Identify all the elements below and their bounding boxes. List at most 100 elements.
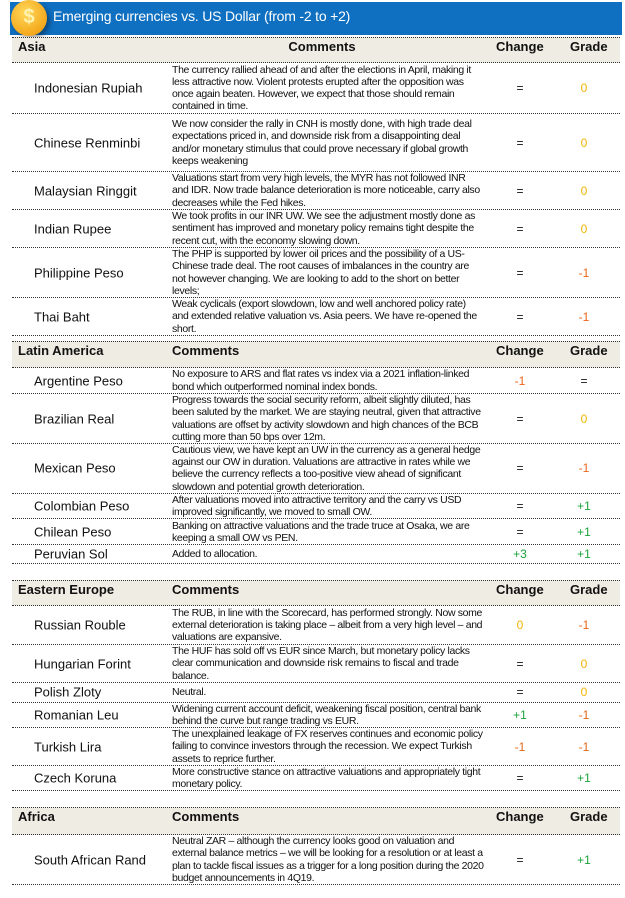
grade-value: +1 bbox=[577, 524, 591, 539]
table-row: Malaysian Ringgit Valuations start from v… bbox=[12, 172, 620, 210]
section-header: Africa Comments Change Grade bbox=[12, 807, 620, 836]
currency-name: Colombian Peso bbox=[34, 498, 130, 514]
region-label: Latin America bbox=[18, 343, 104, 358]
comments-header: Comments bbox=[172, 809, 240, 825]
section-asia: Asia Comments Change Grade Indonesian Rupiah… bbox=[12, 37, 620, 336]
comments-header: Comments bbox=[172, 343, 240, 358]
grade-value: -1 bbox=[578, 618, 590, 633]
table-row: Colombian Peso After valuations moved int… bbox=[12, 493, 620, 520]
grade-header: Grade bbox=[570, 39, 608, 54]
table-row: Thai Baht Weak cyclicals (export slowdown… bbox=[12, 298, 620, 336]
change-header: Change bbox=[496, 582, 544, 598]
grade-value: 0 bbox=[580, 183, 588, 198]
table-row: Russian Rouble The RUB, in line with the … bbox=[12, 606, 620, 646]
grade-value: +1 bbox=[577, 499, 591, 514]
change-value: 0 bbox=[516, 618, 524, 633]
change-header: Change bbox=[496, 39, 544, 54]
currency-name: Argentine Peso bbox=[34, 373, 123, 388]
comment-text: No exposure to ARS and flat rates vs ind… bbox=[172, 368, 470, 393]
grade-value: 0 bbox=[580, 81, 588, 95]
section-latin-america: Latin America Comments Change Grade Argentin… bbox=[12, 341, 620, 565]
change-value: = bbox=[516, 771, 524, 786]
comment-text: The PHP is supported by lower oil prices… bbox=[172, 248, 470, 297]
comment-text: Added to allocation. bbox=[172, 548, 258, 561]
change-value: = bbox=[516, 183, 524, 198]
section-header: Latin America Comments Change Grade bbox=[12, 341, 620, 368]
currency-name: Chilean Peso bbox=[34, 524, 112, 540]
currency-name: Russian Rouble bbox=[34, 617, 126, 633]
change-value: -1 bbox=[514, 739, 526, 754]
currency-table: Asia Comments Change Grade Indonesian Rupiah… bbox=[12, 37, 620, 886]
table-row: Chinese Renminbi We now consider the rall… bbox=[12, 114, 620, 172]
comment-text: Banking on attractive valuations and the… bbox=[172, 519, 470, 544]
comment-text: Neutral. bbox=[172, 686, 206, 699]
table-row: Brazilian Real Progress towards the socia… bbox=[12, 394, 620, 444]
change-value: = bbox=[516, 852, 524, 867]
comment-text: Cautious view, we have kept an UW in the… bbox=[172, 444, 481, 493]
comment-text: The HUF has sold off vs EUR since March,… bbox=[172, 645, 470, 682]
comment-text: Valuations start from very high levels, … bbox=[172, 172, 480, 209]
currency-name: Indonesian Rupiah bbox=[34, 80, 143, 96]
grade-header: Grade bbox=[570, 809, 608, 825]
currency-name: Czech Koruna bbox=[34, 770, 117, 786]
table-row: Argentine Peso No exposure to ARS and fla… bbox=[12, 368, 620, 394]
change-value: +3 bbox=[513, 547, 527, 562]
table-row: South African Rand Neutral ZAR – although… bbox=[12, 835, 620, 886]
change-value: = bbox=[516, 309, 524, 324]
grade-value: 0 bbox=[580, 221, 588, 236]
change-value: = bbox=[516, 656, 524, 671]
title-banner: Emerging currencies vs. US Dollar (from … bbox=[10, 2, 622, 35]
grade-value: -1 bbox=[578, 739, 590, 754]
grade-value: -1 bbox=[578, 309, 590, 324]
currency-name: Brazilian Real bbox=[34, 411, 115, 426]
comments-header: Comments bbox=[288, 39, 356, 54]
change-value: -1 bbox=[514, 373, 526, 388]
currency-name: Malaysian Ringgit bbox=[34, 183, 137, 198]
grade-value: -1 bbox=[578, 461, 590, 476]
comment-text: Progress towards the social security ref… bbox=[172, 394, 481, 443]
change-value: +1 bbox=[513, 708, 527, 723]
table-row: Indian Rupee We took profits in our INR U… bbox=[12, 210, 620, 248]
grade-header: Grade bbox=[570, 582, 608, 598]
currency-name: Turkish Lira bbox=[34, 739, 102, 755]
comment-text: After valuations moved into attractive t… bbox=[172, 493, 462, 519]
comments-header: Comments bbox=[172, 582, 240, 598]
section-header: Eastern Europe Comments Change Grade bbox=[12, 580, 620, 607]
table-row: Mexican Peso Cautious view, we have kept … bbox=[12, 444, 620, 494]
table-row: Chilean Peso Banking on attractive valuat… bbox=[12, 519, 620, 546]
currency-name: Hungarian Forint bbox=[34, 656, 131, 672]
comment-text: The unexplained leakage of FX reserves c… bbox=[172, 728, 483, 765]
grade-value: -1 bbox=[578, 265, 590, 280]
currency-name: Thai Baht bbox=[34, 309, 90, 324]
currency-name: Romanian Leu bbox=[34, 707, 119, 723]
change-value: = bbox=[516, 524, 524, 539]
comment-text: Weak cyclicals (export slowdown, low and… bbox=[172, 298, 477, 335]
change-value: = bbox=[516, 411, 524, 426]
region-label: Africa bbox=[18, 809, 55, 825]
currency-name: Indian Rupee bbox=[34, 221, 112, 236]
grade-value: +1 bbox=[577, 771, 591, 786]
table-row: Czech Koruna More constructive stance on … bbox=[12, 766, 620, 792]
currency-name: Polish Zloty bbox=[34, 684, 102, 700]
comment-text: The RUB, in line with the Scorecard, has… bbox=[172, 606, 483, 644]
grade-header: Grade bbox=[570, 343, 608, 358]
section-africa: Africa Comments Change Grade South African R… bbox=[12, 807, 620, 886]
dollar-coin-icon: $ bbox=[11, 0, 47, 36]
currency-name: Philippine Peso bbox=[34, 265, 124, 280]
section-header: Asia Comments Change Grade bbox=[12, 37, 620, 63]
grade-value: +1 bbox=[577, 547, 591, 562]
comment-text: We now consider the rally in CNH is most… bbox=[172, 118, 472, 167]
table-row: Indonesian Rupiah The currency rallied ah… bbox=[12, 63, 620, 114]
region-label: Eastern Europe bbox=[18, 582, 115, 598]
grade-value: 0 bbox=[580, 685, 588, 700]
grade-value: +1 bbox=[577, 852, 591, 867]
grade-value: = bbox=[580, 373, 588, 388]
comment-text: We took profits in our INR UW. We see th… bbox=[172, 210, 475, 247]
comment-text: Neutral ZAR – although the currency look… bbox=[172, 835, 484, 884]
section-eastern-europe: Eastern Europe Comments Change Grade Russian… bbox=[12, 580, 620, 792]
page-title: Emerging currencies vs. US Dollar (from … bbox=[53, 8, 351, 24]
table-row: Polish Zloty Neutral. = 0 bbox=[12, 683, 620, 703]
currency-name: Peruvian Sol bbox=[34, 546, 108, 562]
grade-value: -1 bbox=[578, 708, 590, 723]
change-header: Change bbox=[496, 809, 544, 825]
